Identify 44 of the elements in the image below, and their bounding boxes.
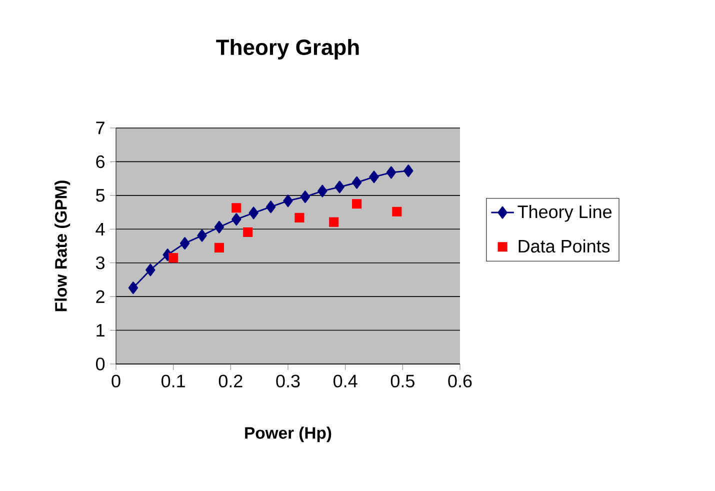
y-tick-label: 6 bbox=[96, 155, 105, 168]
point bbox=[283, 194, 293, 208]
point bbox=[334, 180, 344, 194]
point bbox=[392, 206, 402, 216]
point bbox=[248, 206, 258, 220]
x-tick-label: 0.3 bbox=[276, 374, 300, 388]
x-axis-title: Power (Hp) bbox=[245, 426, 332, 442]
point bbox=[352, 176, 362, 189]
y-tick-label: 3 bbox=[96, 256, 105, 270]
y-tick-label: 1 bbox=[96, 324, 104, 336]
x-tick-label: 0.1 bbox=[162, 374, 185, 388]
point bbox=[300, 190, 310, 203]
y-tick-label: 0 bbox=[96, 358, 105, 370]
point bbox=[232, 203, 242, 213]
point bbox=[168, 253, 178, 263]
point bbox=[232, 213, 242, 226]
x-tick-label: 0.2 bbox=[218, 374, 242, 388]
x-tick-label: 0.5 bbox=[390, 374, 414, 388]
point bbox=[180, 237, 190, 250]
x-tick-label: 0.6 bbox=[448, 374, 472, 388]
point bbox=[214, 242, 224, 252]
point bbox=[243, 227, 253, 237]
point bbox=[294, 212, 304, 222]
legend-label: Data Points bbox=[518, 239, 610, 253]
x-tick-label: 0 bbox=[112, 374, 120, 388]
point bbox=[214, 220, 224, 234]
y-axis-title: Flow Rate (GPM) bbox=[54, 180, 70, 312]
point bbox=[386, 166, 396, 179]
chart-title: Theory Graph bbox=[216, 38, 359, 60]
point bbox=[352, 199, 362, 209]
y-tick-label: 2 bbox=[96, 290, 104, 303]
y-tick-label: 5 bbox=[96, 189, 105, 202]
y-tick-label: 7 bbox=[96, 122, 104, 134]
y-tick-label: 4 bbox=[96, 222, 105, 236]
point bbox=[404, 164, 414, 178]
x-tick-label: 0.4 bbox=[334, 374, 358, 388]
point bbox=[266, 200, 276, 214]
point bbox=[146, 264, 156, 276]
point bbox=[329, 217, 339, 227]
point bbox=[197, 229, 207, 242]
legend-label: Theory Line bbox=[518, 205, 612, 222]
point bbox=[369, 170, 379, 184]
point bbox=[318, 184, 328, 198]
point bbox=[128, 282, 138, 294]
